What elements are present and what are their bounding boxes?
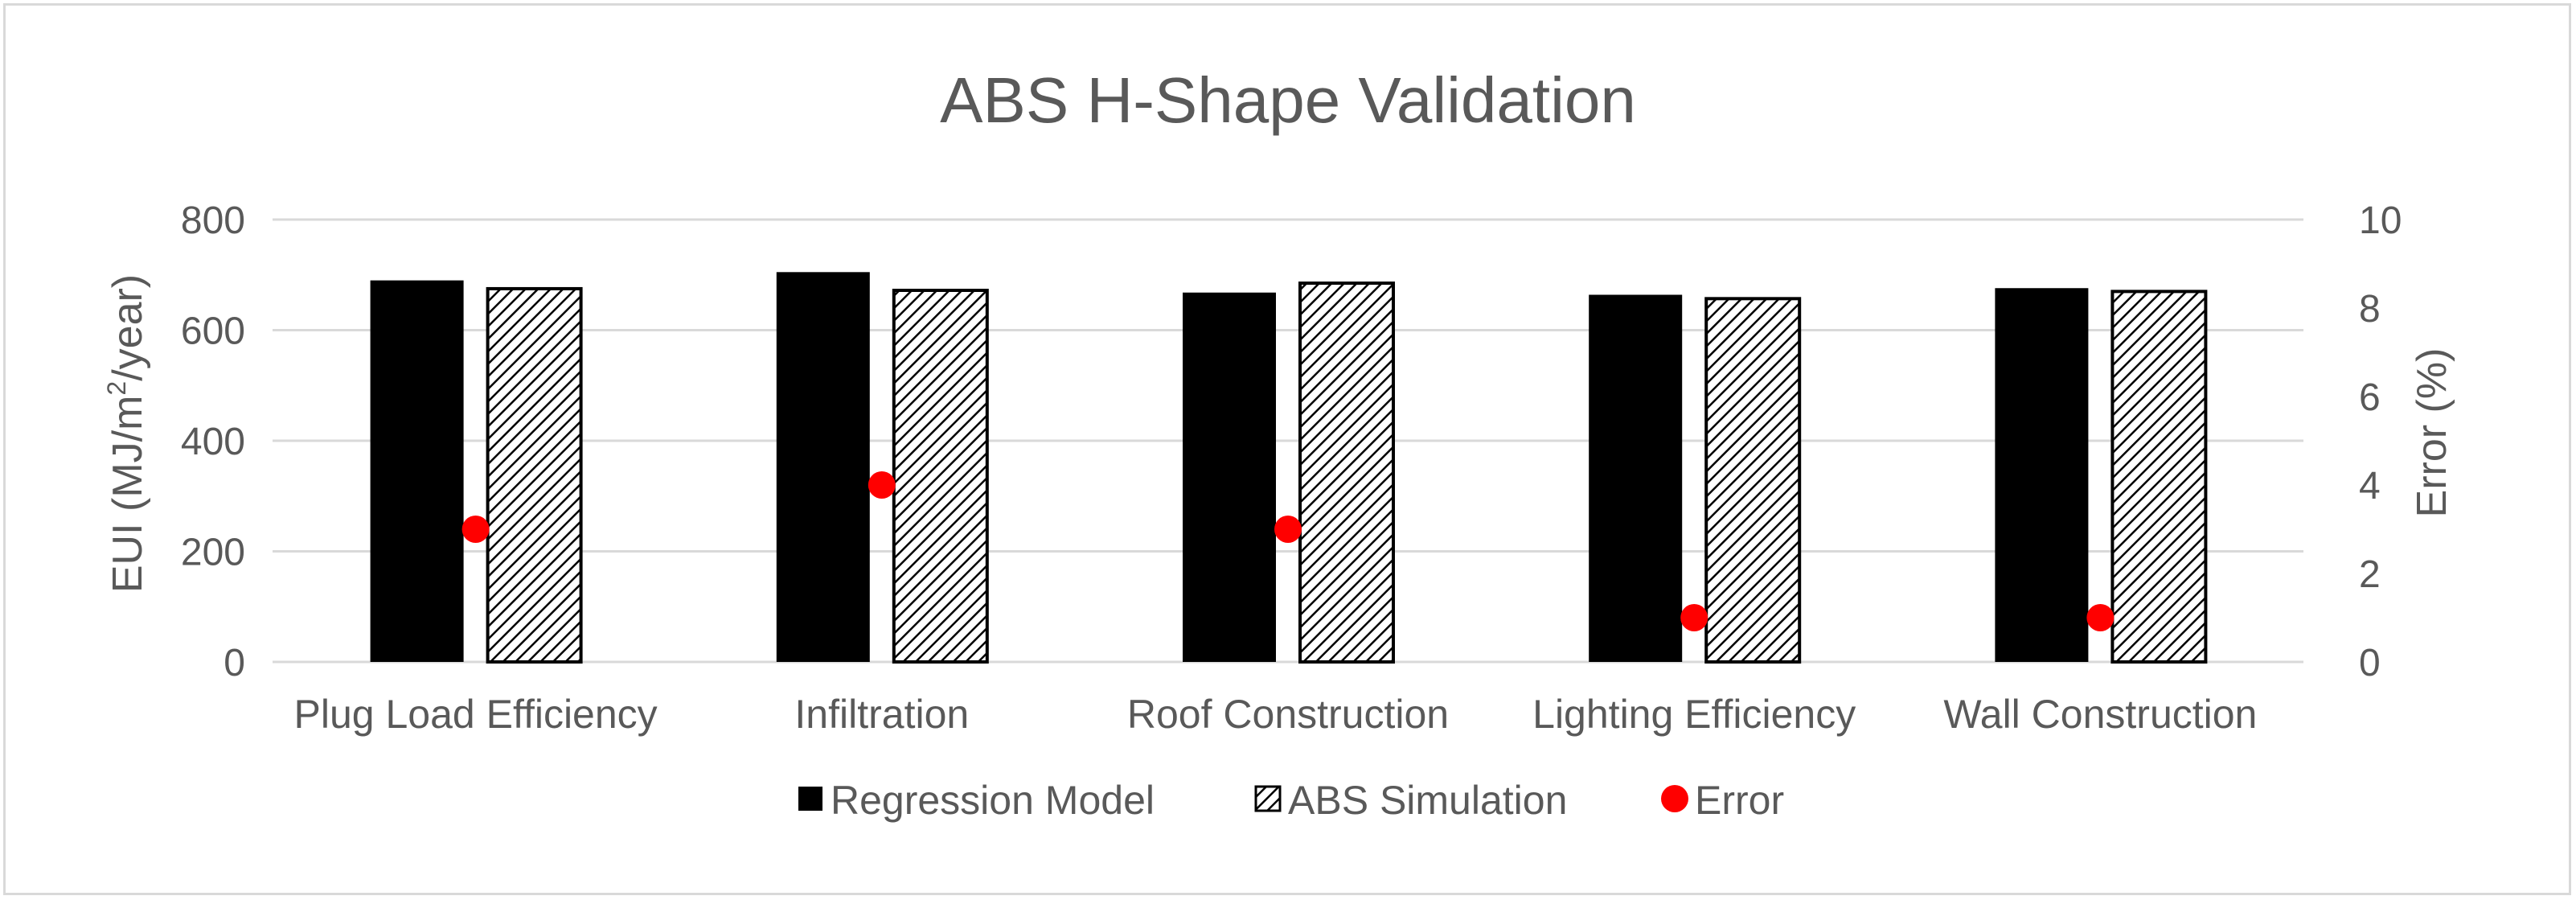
y2-tick-label: 6 — [2359, 376, 2381, 419]
x-category-label: Roof Construction — [1127, 692, 1449, 737]
legend-swatch — [1254, 785, 1282, 812]
bar-abs-simulation — [1298, 282, 1395, 664]
legend-swatch — [798, 787, 822, 811]
x-category-label: Wall Construction — [1943, 692, 2257, 737]
y-tick-label: 0 — [224, 642, 245, 684]
x-category-label: Infiltration — [794, 692, 969, 737]
error-point — [1274, 516, 1302, 543]
y2-axis-title: Error (%) — [2409, 348, 2455, 518]
y-tick-label: 600 — [181, 310, 245, 353]
y2-tick-label: 0 — [2359, 642, 2381, 684]
x-category-label: Plug Load Efficiency — [294, 692, 658, 737]
y2-tick-label: 8 — [2359, 288, 2381, 331]
bar-regression-model — [1589, 294, 1683, 662]
chart-title: ABS H-Shape Validation — [940, 64, 1636, 136]
bar-regression-model — [776, 272, 870, 662]
bar-abs-simulation — [486, 286, 583, 664]
error-point — [868, 471, 896, 499]
bar-regression-model — [1995, 288, 2089, 662]
error-point — [2086, 604, 2115, 631]
y2-tick-label: 2 — [2359, 553, 2381, 596]
legend-swatch — [1661, 785, 1688, 812]
y-tick-label: 400 — [181, 421, 245, 463]
y-axis-title-main: EUI (MJ/m — [105, 396, 151, 594]
bar-regression-model — [1183, 292, 1276, 662]
bar-abs-simulation — [2110, 290, 2208, 664]
y-axis-title: EUI (MJ/m2/year) — [102, 274, 151, 593]
y-axis-title-superscript: 2 — [102, 381, 131, 396]
y-tick-label: 200 — [181, 532, 245, 574]
x-category-label: Lighting Efficiency — [1532, 692, 1856, 737]
y-tick-label: 800 — [181, 199, 245, 242]
bar-regression-model — [370, 280, 464, 662]
legend-label: ABS Simulation — [1288, 778, 1567, 823]
legend-label: Error — [1695, 778, 1784, 823]
error-point — [461, 516, 490, 543]
y2-tick-label: 4 — [2359, 465, 2381, 508]
error-point — [1680, 604, 1708, 631]
y-axis-title-tail: /year) — [105, 274, 151, 381]
y2-tick-label: 10 — [2359, 199, 2402, 242]
bar-abs-simulation — [1704, 297, 1802, 664]
bar-abs-simulation — [892, 289, 989, 664]
legend-label: Regression Model — [831, 778, 1155, 823]
